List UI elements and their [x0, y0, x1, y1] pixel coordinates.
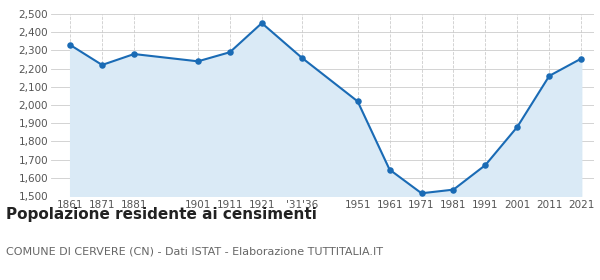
Point	[512, 125, 522, 129]
Point	[129, 52, 139, 56]
Point	[417, 191, 427, 195]
Point	[97, 63, 107, 67]
Point	[225, 50, 235, 55]
Point	[193, 59, 203, 64]
Point	[65, 43, 75, 47]
Point	[257, 21, 266, 25]
Text: COMUNE DI CERVERE (CN) - Dati ISTAT - Elaborazione TUTTITALIA.IT: COMUNE DI CERVERE (CN) - Dati ISTAT - El…	[6, 246, 383, 256]
Point	[481, 163, 490, 167]
Point	[449, 187, 458, 192]
Text: Popolazione residente ai censimenti: Popolazione residente ai censimenti	[6, 207, 317, 222]
Point	[353, 99, 362, 104]
Point	[297, 55, 307, 60]
Point	[385, 167, 394, 172]
Point	[577, 56, 586, 61]
Point	[544, 74, 554, 78]
